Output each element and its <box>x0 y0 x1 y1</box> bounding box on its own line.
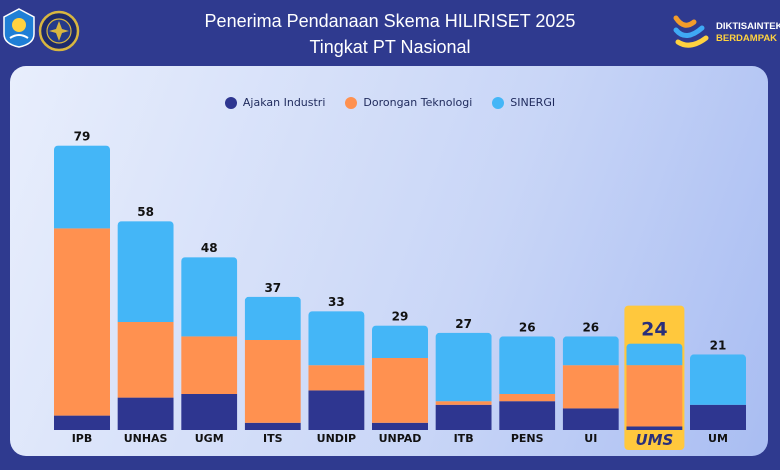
category-label-pens: PENS <box>511 432 544 445</box>
brand-tagline: BERDAMPAK <box>716 33 778 44</box>
bar-ugm-ajakan-industri <box>181 394 238 430</box>
bar-undip-dorongan-teknologi <box>308 365 365 391</box>
total-label-pens: 26 <box>519 320 536 334</box>
bar-pens-ajakan-industri <box>499 401 556 430</box>
total-label-ums: 24 <box>641 319 667 341</box>
diktisaintek-icon <box>673 15 709 48</box>
total-label-undip: 33 <box>328 295 345 309</box>
category-label-unhas: UNHAS <box>124 432 168 445</box>
total-label-ugm: 48 <box>201 241 218 255</box>
bar-um-sinergi <box>690 354 746 405</box>
category-label-undip: UNDIP <box>317 432 356 445</box>
legend-swatch-dorongan <box>345 96 358 109</box>
chart-title: Penerima Pendanaan Skema HILIRISET 2025 … <box>0 8 780 60</box>
total-label-um: 21 <box>710 338 727 352</box>
category-label-ui: UI <box>584 432 597 445</box>
bar-ipb-ajakan-industri <box>54 415 110 430</box>
bar-ipb-sinergi <box>54 145 110 229</box>
bar-unhas-ajakan-industri <box>117 397 174 430</box>
bar-unpad-sinergi <box>372 325 428 358</box>
bar-ui-dorongan-teknologi <box>562 365 619 409</box>
bar-itb-dorongan-teknologi <box>435 401 492 405</box>
legend-item-ajakan: Ajakan Industri <box>224 96 326 109</box>
bar-ipb-dorongan-teknologi <box>54 228 110 416</box>
category-label-um: UM <box>708 432 728 445</box>
bar-its-dorongan-teknologi <box>244 340 301 423</box>
bar-undip-sinergi <box>308 311 365 366</box>
legend-label-ajakan: Ajakan Industri <box>242 96 326 109</box>
diktisaintek-logo: DIKTISAINTEK BERDAMPAK <box>672 12 780 52</box>
legend-label-sinergi: SINERGI <box>510 96 556 109</box>
bar-itb-ajakan-industri <box>435 404 492 430</box>
bar-undip-ajakan-industri <box>308 390 365 430</box>
bar-unhas-dorongan-teknologi <box>117 322 174 398</box>
legend-label-dorongan: Dorongan Teknologi <box>363 96 473 109</box>
legend-item-dorongan: Dorongan Teknologi <box>345 96 472 109</box>
bar-ugm-dorongan-teknologi <box>181 336 238 394</box>
category-label-unpad: UNPAD <box>379 432 422 445</box>
bar-unpad-dorongan-teknologi <box>372 358 428 423</box>
bar-ums-dorongan-teknologi <box>626 365 683 427</box>
total-label-unhas: 58 <box>137 205 154 219</box>
bar-its-sinergi <box>244 296 301 340</box>
total-label-ui: 26 <box>582 320 599 334</box>
brand-name: DIKTISAINTEK <box>716 21 780 32</box>
bar-its-ajakan-industri <box>244 422 301 430</box>
bar-ui-sinergi <box>562 336 619 366</box>
category-label-ipb: IPB <box>72 432 93 445</box>
total-label-unpad: 29 <box>392 310 409 324</box>
chart-legend: Ajakan Industri Dorongan Teknologi SINER… <box>0 96 780 109</box>
category-label-itb: ITB <box>454 432 474 445</box>
bar-ugm-sinergi <box>181 257 238 337</box>
bar-unhas-sinergi <box>117 221 174 322</box>
chart-title-line1: Penerima Pendanaan Skema HILIRISET 2025 <box>204 11 576 31</box>
bar-ui-ajakan-industri <box>562 408 619 430</box>
legend-item-sinergi: SINERGI <box>492 96 555 109</box>
total-label-ipb: 79 <box>74 130 91 144</box>
university-seal-logo <box>38 10 80 52</box>
category-label-ums: UMS <box>635 431 673 449</box>
legend-swatch-ajakan <box>224 96 237 109</box>
bar-unpad-ajakan-industri <box>372 422 428 430</box>
bar-ums-sinergi <box>626 343 683 366</box>
category-label-its: ITS <box>263 432 283 445</box>
category-label-ugm: UGM <box>195 432 224 445</box>
legend-swatch-sinergi <box>492 96 505 109</box>
total-label-its: 37 <box>264 281 281 295</box>
tut-wuri-handayani-logo <box>2 8 36 48</box>
bar-itb-sinergi <box>435 332 492 402</box>
bar-pens-sinergi <box>499 336 556 394</box>
chart-title-line2: Tingkat PT Nasional <box>309 37 471 57</box>
bar-pens-dorongan-teknologi <box>499 394 556 402</box>
total-label-itb: 27 <box>455 317 472 331</box>
bar-ums-ajakan-industri <box>626 426 683 430</box>
bar-um-ajakan-industri <box>690 404 746 430</box>
